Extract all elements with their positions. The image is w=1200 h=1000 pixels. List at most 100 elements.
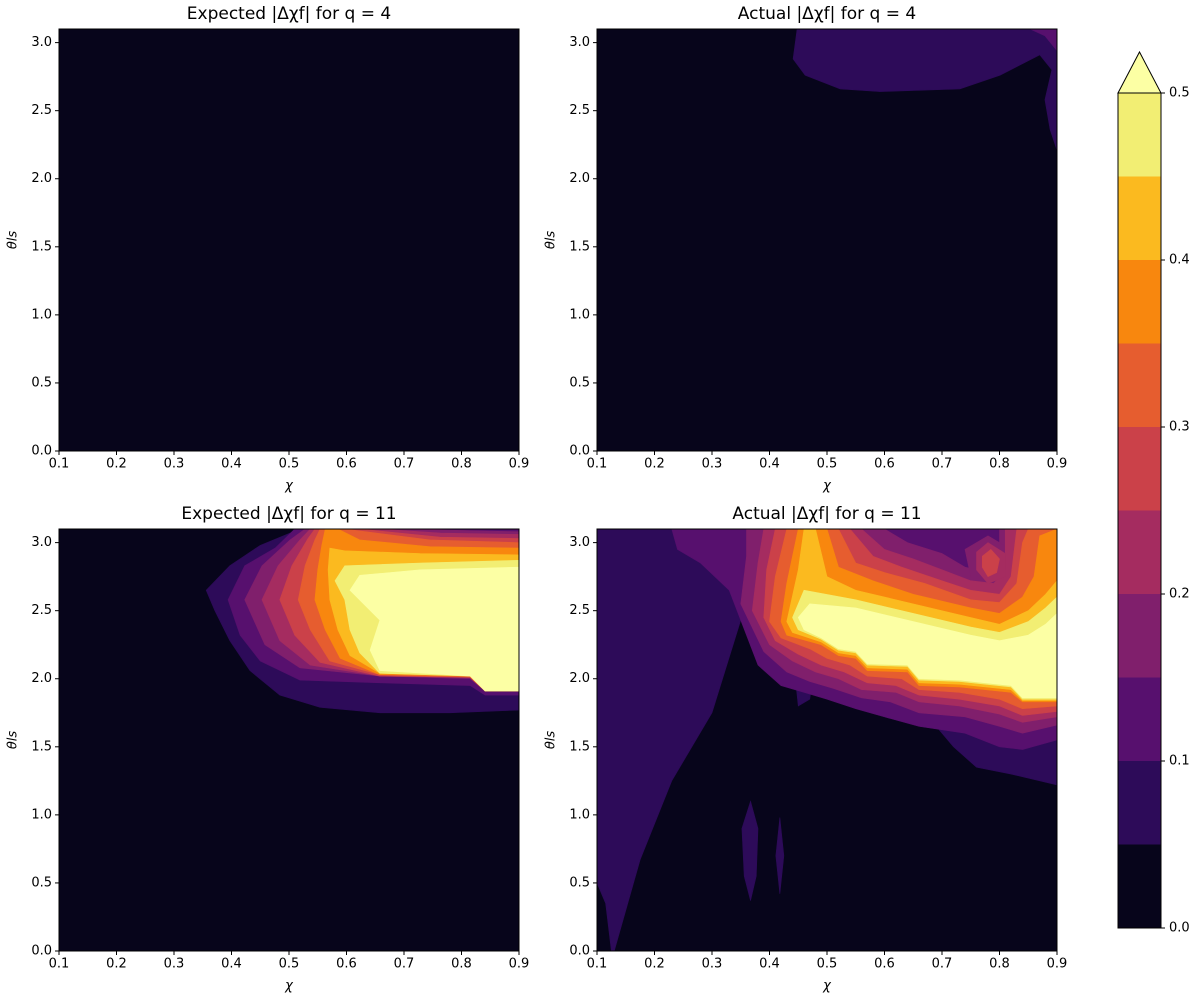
contour-base bbox=[597, 29, 1057, 451]
y-axis-label: θls bbox=[6, 731, 21, 750]
y-tick-label: 2.0 bbox=[569, 171, 590, 186]
chart-title: Actual |Δχf| for q = 4 bbox=[738, 4, 916, 24]
x-tick-label: 0.8 bbox=[451, 457, 472, 472]
y-tick-label: 0.0 bbox=[569, 444, 590, 459]
colorbar-band bbox=[1118, 176, 1161, 260]
y-tick-label: 1.0 bbox=[31, 807, 52, 822]
x-tick-label: 0.6 bbox=[874, 457, 895, 472]
colorbar-tick-label: 0.4 bbox=[1169, 253, 1190, 268]
x-tick-label: 0.7 bbox=[394, 457, 415, 472]
y-tick-label: 3.0 bbox=[569, 35, 590, 50]
y-tick-label: 3.0 bbox=[569, 535, 590, 550]
x-tick-label: 0.7 bbox=[932, 457, 953, 472]
x-tick-label: 0.8 bbox=[989, 957, 1010, 972]
colorbar-tick-label: 0.3 bbox=[1169, 420, 1190, 435]
contour-region bbox=[1029, 29, 1057, 52]
plot-area bbox=[597, 29, 1057, 451]
y-tick-label: 0.0 bbox=[569, 944, 590, 959]
x-tick-label: 0.2 bbox=[106, 457, 127, 472]
colorbar-extension bbox=[1117, 50, 1162, 94]
colorbar-band bbox=[1118, 427, 1161, 511]
y-tick-label: 2.5 bbox=[569, 603, 590, 618]
y-tick-label: 2.0 bbox=[569, 671, 590, 686]
contour-region bbox=[741, 800, 759, 901]
contour-region bbox=[981, 549, 1000, 578]
x-tick-label: 0.5 bbox=[817, 457, 838, 472]
plot-area bbox=[59, 29, 519, 451]
y-tick-label: 3.0 bbox=[31, 35, 52, 50]
y-tick-label: 0.0 bbox=[31, 444, 52, 459]
colorbar-frame bbox=[1117, 92, 1162, 929]
y-tick-label: 0.5 bbox=[31, 875, 52, 890]
y-axis-label: θls bbox=[544, 731, 559, 750]
x-tick-label: 0.2 bbox=[644, 957, 665, 972]
chart-title: Expected |Δχf| for q = 11 bbox=[181, 504, 396, 524]
x-tick-label: 0.2 bbox=[644, 457, 665, 472]
plot-area bbox=[59, 529, 519, 951]
x-axis-label: χ bbox=[822, 979, 832, 994]
contour-base bbox=[59, 29, 519, 451]
y-tick-label: 1.5 bbox=[569, 739, 590, 754]
contour-region bbox=[792, 29, 1057, 151]
colorbar-band bbox=[1118, 594, 1161, 678]
x-tick-label: 0.1 bbox=[587, 957, 608, 972]
colorbar-band bbox=[1118, 844, 1161, 928]
x-tick-label: 0.8 bbox=[451, 957, 472, 972]
y-tick-label: 0.5 bbox=[569, 875, 590, 890]
x-tick-label: 0.3 bbox=[702, 457, 723, 472]
x-tick-label: 0.5 bbox=[817, 957, 838, 972]
colorbar-tick-label: 0.2 bbox=[1169, 587, 1190, 602]
y-tick-label: 1.0 bbox=[569, 807, 590, 822]
x-tick-label: 0.6 bbox=[336, 957, 357, 972]
x-tick-label: 0.9 bbox=[509, 957, 530, 972]
y-tick-label: 2.5 bbox=[569, 103, 590, 118]
y-tick-label: 1.5 bbox=[31, 239, 52, 254]
x-axis-label: χ bbox=[822, 479, 832, 494]
y-tick-label: 2.5 bbox=[31, 103, 52, 118]
x-tick-label: 0.5 bbox=[279, 457, 300, 472]
x-tick-label: 0.4 bbox=[221, 457, 242, 472]
chart-title: Actual |Δχf| for q = 11 bbox=[732, 504, 921, 524]
x-tick-label: 0.6 bbox=[874, 957, 895, 972]
x-tick-label: 0.9 bbox=[1047, 457, 1068, 472]
y-tick-label: 1.0 bbox=[31, 307, 52, 322]
y-tick-label: 2.5 bbox=[31, 603, 52, 618]
contour-region bbox=[349, 566, 519, 692]
y-tick-label: 2.0 bbox=[31, 671, 52, 686]
x-tick-label: 0.2 bbox=[106, 957, 127, 972]
x-tick-label: 0.1 bbox=[49, 457, 70, 472]
x-axis-label: χ bbox=[284, 979, 294, 994]
colorbar-band bbox=[1118, 510, 1161, 594]
y-tick-label: 1.5 bbox=[31, 739, 52, 754]
x-tick-label: 0.3 bbox=[164, 457, 185, 472]
colorbar-band bbox=[1118, 677, 1161, 761]
contour-region bbox=[775, 817, 785, 894]
colorbar-band bbox=[1118, 260, 1161, 344]
x-tick-label: 0.9 bbox=[509, 457, 530, 472]
y-tick-label: 3.0 bbox=[31, 535, 52, 550]
x-tick-label: 0.3 bbox=[164, 957, 185, 972]
plot-area bbox=[597, 529, 1057, 951]
colorbar-tick-label: 0.5 bbox=[1169, 86, 1190, 101]
x-tick-label: 0.4 bbox=[221, 957, 242, 972]
y-tick-label: 1.0 bbox=[569, 307, 590, 322]
x-tick-label: 0.1 bbox=[587, 457, 608, 472]
y-tick-label: 0.5 bbox=[31, 375, 52, 390]
x-tick-label: 0.7 bbox=[394, 957, 415, 972]
y-axis-label: θls bbox=[6, 231, 21, 250]
x-tick-label: 0.3 bbox=[702, 957, 723, 972]
x-tick-label: 0.9 bbox=[1047, 957, 1068, 972]
chart-title: Expected |Δχf| for q = 4 bbox=[187, 4, 391, 24]
y-axis-label: θls bbox=[544, 231, 559, 250]
x-tick-label: 0.4 bbox=[759, 957, 780, 972]
colorbar-tick-label: 0.0 bbox=[1169, 921, 1190, 936]
colorbar-band bbox=[1118, 343, 1161, 427]
x-tick-label: 0.8 bbox=[989, 457, 1010, 472]
x-tick-label: 0.4 bbox=[759, 457, 780, 472]
y-tick-label: 0.0 bbox=[31, 944, 52, 959]
x-tick-label: 0.1 bbox=[49, 957, 70, 972]
x-tick-label: 0.7 bbox=[932, 957, 953, 972]
x-tick-label: 0.6 bbox=[336, 457, 357, 472]
y-tick-label: 0.5 bbox=[569, 375, 590, 390]
